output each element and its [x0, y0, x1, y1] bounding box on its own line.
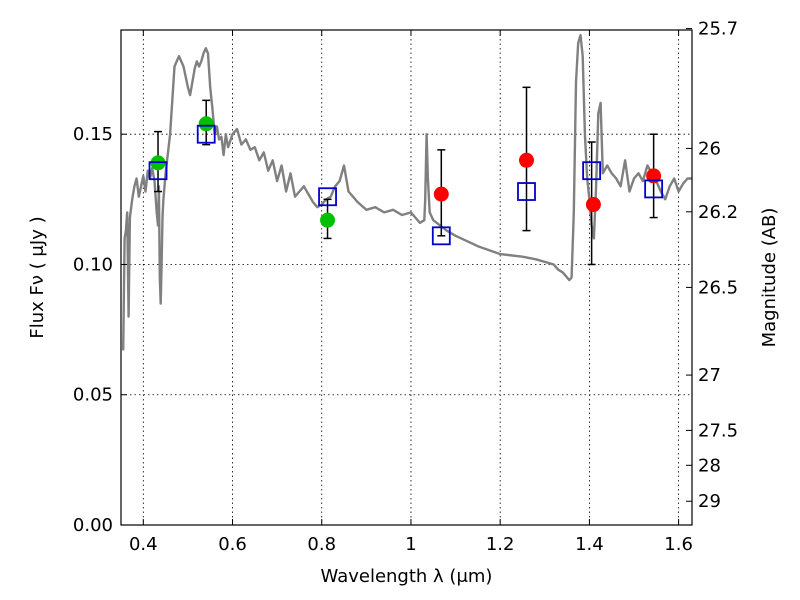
- right-axis-ticks: 25.7 26 26.2 26.5 27 27.5 28 29: [686, 19, 738, 512]
- x-tick-label: 0.4: [129, 534, 158, 555]
- y-tick-label: 0.00: [73, 515, 113, 536]
- x-axis-ticks: 0.4 0.6 0.8 1 1.2 1.4 1.6: [129, 30, 693, 555]
- right-tick-label: 27.5: [698, 420, 738, 441]
- model-square-point: [318, 187, 337, 207]
- right-tick-label: 28: [698, 455, 721, 476]
- x-tick-label: 0.8: [307, 534, 336, 555]
- red-point: [518, 152, 534, 168]
- model-square-point: [196, 124, 216, 144]
- y-axis-title: Flux Fν ( μJy ): [27, 216, 48, 338]
- errorbar-layer: [154, 86, 658, 266]
- y-tick-label: 0.15: [73, 124, 113, 145]
- grid: [121, 30, 692, 526]
- marker-layer: [148, 116, 664, 246]
- red-point: [433, 186, 449, 202]
- model-spectrum-layer: [122, 34, 692, 351]
- model-spectrum-line: [122, 34, 692, 351]
- model-square-point: [431, 226, 451, 246]
- y-tick-label: 0.10: [73, 254, 113, 275]
- right-tick-label: 27: [698, 365, 721, 386]
- x-tick-label: 1.4: [575, 534, 604, 555]
- model-square-point: [582, 161, 602, 181]
- right-tick-label: 25.7: [698, 19, 738, 40]
- right-tick-label: 26.5: [698, 277, 738, 298]
- y-tick-label: 0.05: [73, 385, 113, 406]
- y-axis-ticks: 0.00 0.05 0.10 0.15: [73, 124, 127, 536]
- right-tick-label: 29: [698, 491, 721, 512]
- model-square-point: [517, 182, 536, 201]
- plot-frame: [120, 29, 693, 526]
- green-point: [320, 212, 336, 228]
- right-tick-label: 26: [698, 138, 721, 159]
- x-tick-label: 0.6: [218, 534, 247, 555]
- x-axis-title: Wavelength λ (μm): [321, 566, 493, 587]
- model-square-point: [644, 179, 664, 199]
- model-square-point: [148, 161, 168, 181]
- right-tick-label: 26.2: [698, 202, 738, 223]
- right-axis-title: Magnitude (AB): [759, 208, 780, 348]
- green-point: [198, 116, 214, 132]
- x-tick-label: 1.6: [664, 534, 693, 555]
- red-point: [585, 197, 601, 213]
- x-tick-label: 1.2: [486, 534, 515, 555]
- x-tick-label: 1: [405, 534, 416, 555]
